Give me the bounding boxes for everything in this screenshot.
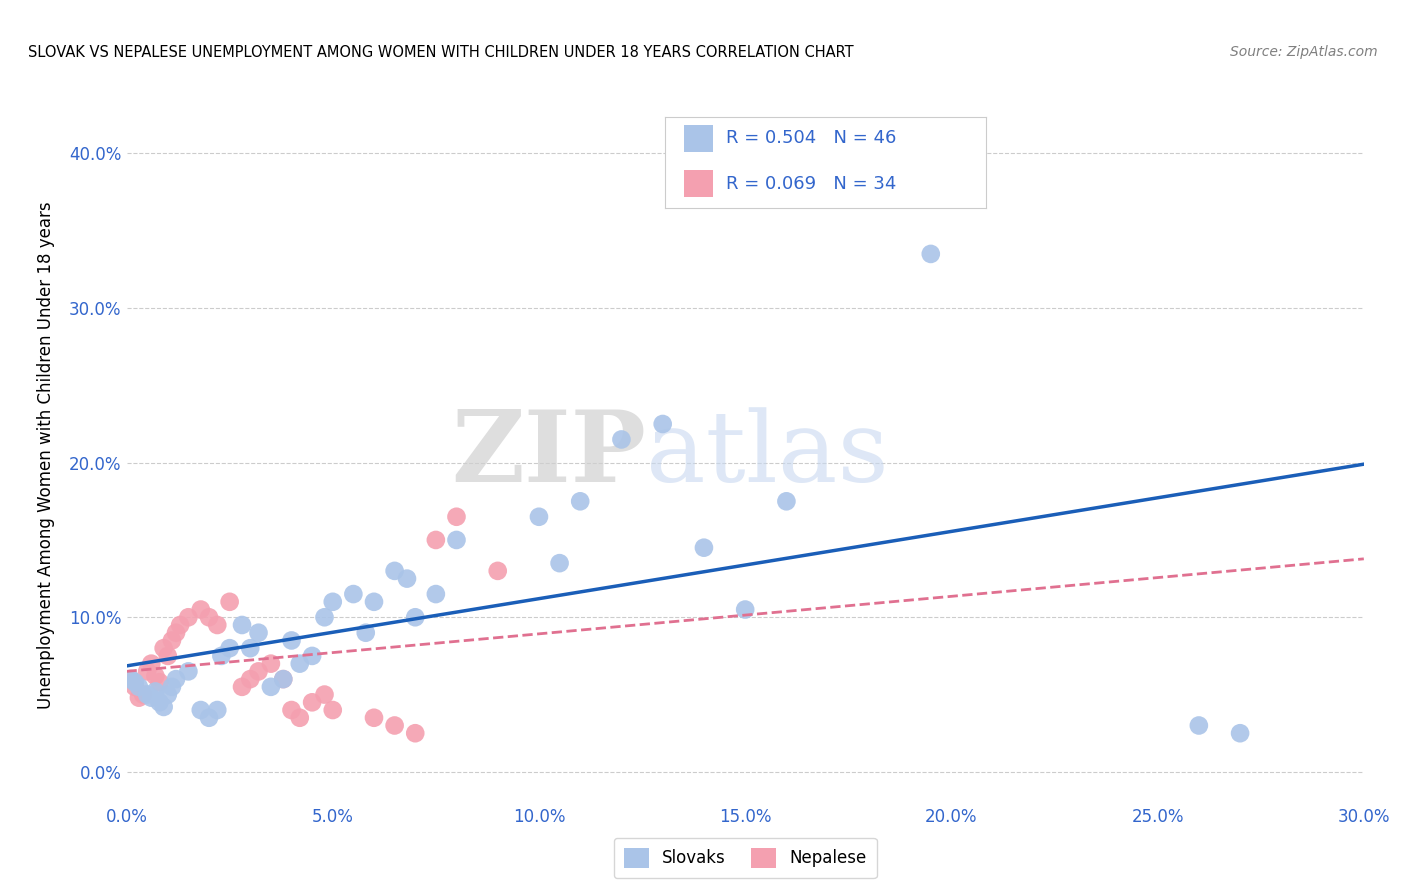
Text: ZIP: ZIP xyxy=(451,407,647,503)
Point xyxy=(527,509,550,524)
Point xyxy=(247,665,270,679)
Text: Source: ZipAtlas.com: Source: ZipAtlas.com xyxy=(1230,45,1378,59)
Point xyxy=(610,433,633,447)
Point xyxy=(128,680,150,694)
Point xyxy=(132,688,155,702)
Point xyxy=(145,669,167,683)
Point xyxy=(247,625,270,640)
Point xyxy=(446,533,468,547)
Point xyxy=(354,625,377,640)
Point xyxy=(165,625,187,640)
Point xyxy=(734,602,756,616)
Point xyxy=(120,672,142,686)
Point xyxy=(288,657,311,671)
Point xyxy=(280,703,302,717)
Point xyxy=(120,672,142,686)
Point xyxy=(156,648,179,663)
Point xyxy=(239,641,262,656)
Point xyxy=(301,695,323,709)
Point xyxy=(148,695,170,709)
Point xyxy=(136,688,159,702)
Point xyxy=(148,675,170,690)
Point xyxy=(446,509,468,524)
Point xyxy=(1188,718,1211,732)
Point xyxy=(425,587,447,601)
Point xyxy=(152,700,174,714)
Point xyxy=(165,672,187,686)
Point xyxy=(231,618,253,632)
Point xyxy=(198,711,221,725)
Point xyxy=(218,641,240,656)
Y-axis label: Unemployment Among Women with Children Under 18 years: Unemployment Among Women with Children U… xyxy=(38,201,55,709)
Point xyxy=(156,688,179,702)
Point xyxy=(288,711,311,725)
Text: SLOVAK VS NEPALESE UNEMPLOYMENT AMONG WOMEN WITH CHILDREN UNDER 18 YEARS CORRELA: SLOVAK VS NEPALESE UNEMPLOYMENT AMONG WO… xyxy=(28,45,853,60)
Point xyxy=(384,718,406,732)
Point xyxy=(569,494,592,508)
Point xyxy=(425,533,447,547)
Point xyxy=(207,703,229,717)
Point xyxy=(169,618,191,632)
Point xyxy=(404,610,426,624)
Point xyxy=(651,417,673,431)
Point xyxy=(198,610,221,624)
Point xyxy=(280,633,302,648)
Point xyxy=(486,564,509,578)
Point xyxy=(395,572,418,586)
Point xyxy=(160,680,183,694)
Point xyxy=(271,672,294,686)
Point xyxy=(384,564,406,578)
Point xyxy=(177,665,200,679)
Point xyxy=(160,633,183,648)
Point xyxy=(177,610,200,624)
Point xyxy=(260,657,283,671)
Point xyxy=(145,684,167,698)
Point xyxy=(404,726,426,740)
Point xyxy=(314,688,336,702)
Point xyxy=(128,690,150,705)
Point xyxy=(1229,726,1251,740)
Text: atlas: atlas xyxy=(647,407,889,503)
Point xyxy=(190,703,212,717)
Point xyxy=(322,703,344,717)
Point xyxy=(342,587,364,601)
Point xyxy=(314,610,336,624)
Point xyxy=(141,690,163,705)
Point xyxy=(301,648,323,663)
Point xyxy=(124,680,146,694)
Point xyxy=(218,595,240,609)
Point xyxy=(693,541,716,555)
Point xyxy=(260,680,283,694)
Point xyxy=(231,680,253,694)
Legend: Slovaks, Nepalese: Slovaks, Nepalese xyxy=(614,838,876,878)
Point xyxy=(209,648,232,663)
Point xyxy=(141,657,163,671)
Point xyxy=(322,595,344,609)
Point xyxy=(152,641,174,656)
Point xyxy=(207,618,229,632)
Point xyxy=(239,672,262,686)
Point xyxy=(363,595,385,609)
Point xyxy=(190,602,212,616)
Point xyxy=(136,665,159,679)
Point xyxy=(363,711,385,725)
Point xyxy=(775,494,797,508)
Point xyxy=(124,675,146,690)
Point xyxy=(271,672,294,686)
Point xyxy=(920,247,942,261)
Point xyxy=(548,556,571,570)
